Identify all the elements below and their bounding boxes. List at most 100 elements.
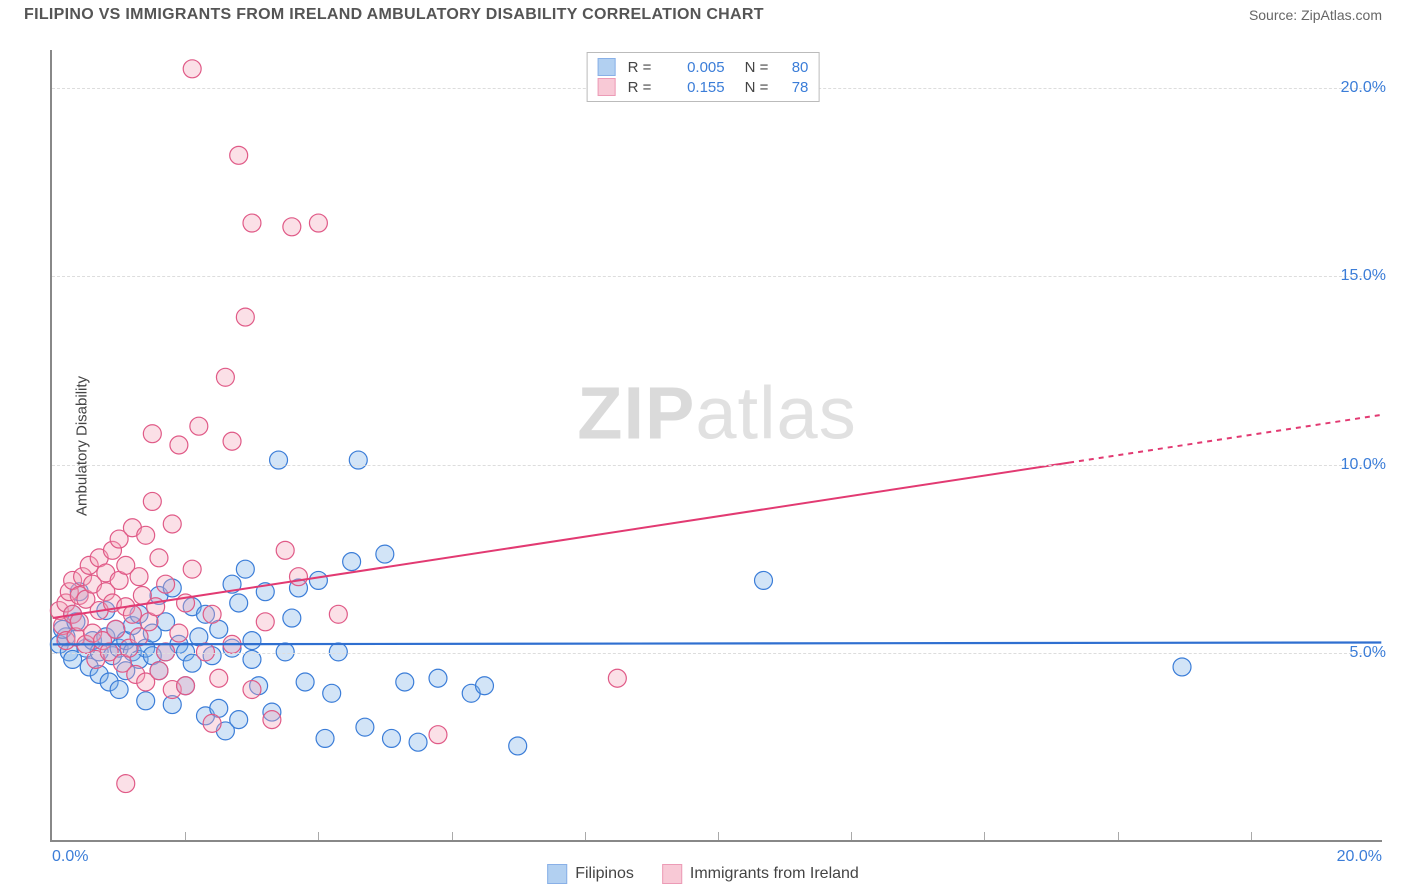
data-point: [329, 643, 347, 661]
legend-swatch: [598, 58, 616, 76]
data-point: [230, 711, 248, 729]
data-point: [243, 681, 261, 699]
data-point: [236, 560, 254, 578]
data-point: [130, 568, 148, 586]
data-point: [309, 214, 327, 232]
series-legend: Filipinos Immigrants from Ireland: [547, 864, 859, 884]
x-minor-tick: [318, 832, 319, 840]
y-tick-label: 15.0%: [1333, 267, 1382, 285]
data-point: [316, 729, 334, 747]
data-point: [409, 733, 427, 751]
data-point: [476, 677, 494, 695]
data-point: [243, 214, 261, 232]
data-point: [177, 677, 195, 695]
n-label: N =: [745, 59, 769, 76]
chart-title: FILIPINO VS IMMIGRANTS FROM IRELAND AMBU…: [24, 6, 764, 24]
legend-label: Immigrants from Ireland: [690, 865, 859, 883]
data-point: [157, 643, 175, 661]
r-label: R =: [628, 59, 658, 76]
data-point: [230, 594, 248, 612]
data-point: [396, 673, 414, 691]
data-point: [429, 669, 447, 687]
data-point: [356, 718, 374, 736]
x-minor-tick: [452, 832, 453, 840]
data-point: [210, 669, 228, 687]
chart-area: ZIPatlas 5.0%10.0%15.0%20.0%0.0%20.0%: [50, 50, 1382, 842]
x-minor-tick: [1118, 832, 1119, 840]
data-point: [608, 669, 626, 687]
x-minor-tick: [1251, 832, 1252, 840]
legend-label: Filipinos: [575, 865, 634, 883]
data-point: [276, 643, 294, 661]
scatter-svg: [52, 50, 1382, 840]
data-point: [110, 681, 128, 699]
data-point: [1173, 658, 1191, 676]
data-point: [216, 368, 234, 386]
data-point: [143, 425, 161, 443]
data-point: [349, 451, 367, 469]
data-point: [183, 560, 201, 578]
data-point: [163, 515, 181, 533]
x-tick-label: 20.0%: [1337, 848, 1382, 866]
y-tick-label: 5.0%: [1342, 644, 1382, 662]
data-point: [256, 613, 274, 631]
legend-swatch: [547, 864, 567, 884]
data-point: [107, 620, 125, 638]
data-point: [263, 711, 281, 729]
source-label: Source: ZipAtlas.com: [1249, 7, 1382, 23]
legend-swatch: [662, 864, 682, 884]
data-point: [290, 568, 308, 586]
data-point: [123, 605, 141, 623]
data-point: [143, 492, 161, 510]
data-point: [296, 673, 314, 691]
data-point: [150, 662, 168, 680]
data-point: [755, 571, 773, 589]
data-point: [223, 432, 241, 450]
y-tick-label: 20.0%: [1333, 79, 1382, 97]
gridline: [52, 276, 1382, 277]
gridline: [52, 653, 1382, 654]
data-point: [150, 549, 168, 567]
data-point: [157, 575, 175, 593]
data-point: [429, 726, 447, 744]
n-value: 78: [780, 79, 808, 96]
legend-swatch: [598, 78, 616, 96]
n-label: N =: [745, 79, 769, 96]
x-tick-label: 0.0%: [52, 848, 88, 866]
r-value: 0.005: [670, 59, 725, 76]
correlation-legend: R = 0.005 N = 80 R = 0.155 N = 78: [587, 52, 820, 102]
x-minor-tick: [851, 832, 852, 840]
data-point: [203, 714, 221, 732]
r-label: R =: [628, 79, 658, 96]
x-minor-tick: [984, 832, 985, 840]
data-point: [323, 684, 341, 702]
data-point: [283, 609, 301, 627]
data-point: [276, 541, 294, 559]
legend-row: R = 0.155 N = 78: [598, 77, 809, 97]
x-minor-tick: [185, 832, 186, 840]
data-point: [170, 624, 188, 642]
data-point: [170, 436, 188, 454]
data-point: [329, 605, 347, 623]
data-point: [196, 643, 214, 661]
data-point: [236, 308, 254, 326]
gridline: [52, 465, 1382, 466]
data-point: [509, 737, 527, 755]
data-point: [309, 571, 327, 589]
data-point: [383, 729, 401, 747]
data-point: [283, 218, 301, 236]
data-point: [137, 526, 155, 544]
legend-item: Filipinos: [547, 864, 634, 884]
data-point: [343, 553, 361, 571]
r-value: 0.155: [670, 79, 725, 96]
n-value: 80: [780, 59, 808, 76]
data-point: [243, 632, 261, 650]
data-point: [203, 605, 221, 623]
x-minor-tick: [585, 832, 586, 840]
data-point: [230, 146, 248, 164]
data-point: [270, 451, 288, 469]
data-point: [190, 417, 208, 435]
data-point: [183, 60, 201, 78]
legend-row: R = 0.005 N = 80: [598, 57, 809, 77]
x-minor-tick: [718, 832, 719, 840]
